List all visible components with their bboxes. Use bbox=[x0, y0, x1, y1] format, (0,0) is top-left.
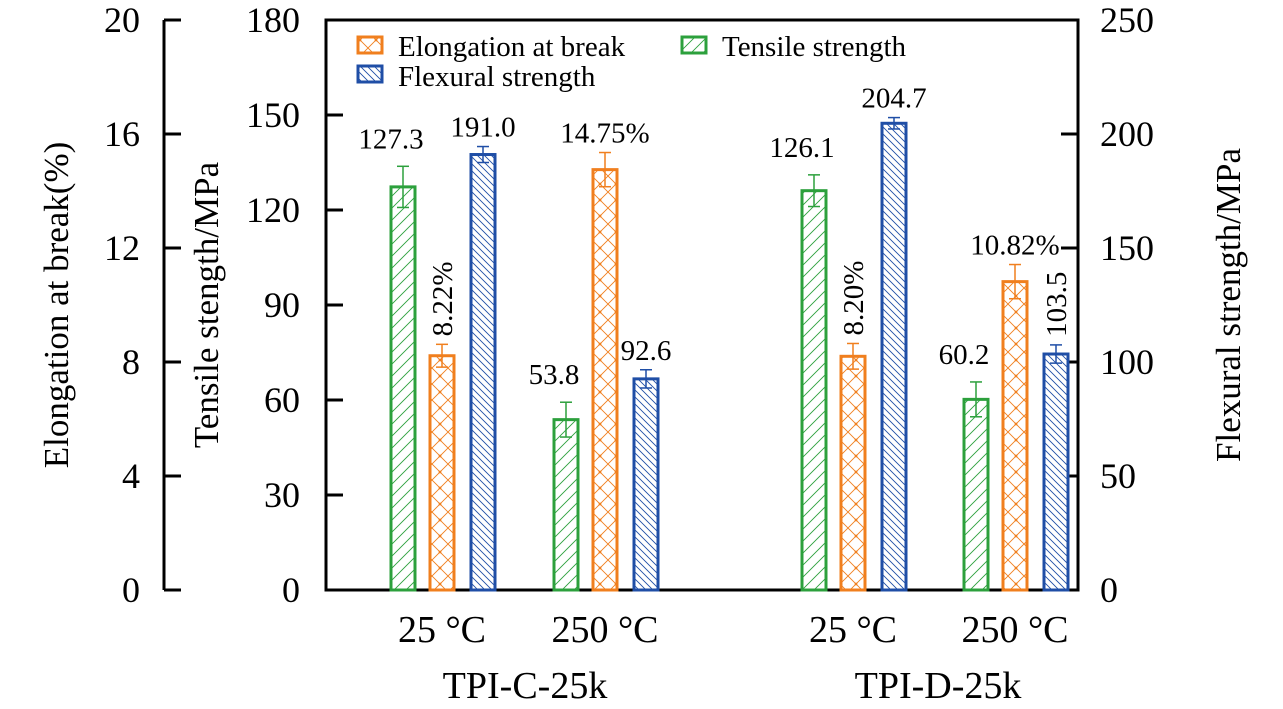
tick-label: 16 bbox=[104, 114, 140, 154]
category-label-d-25: 25 °C bbox=[809, 609, 897, 651]
tick-label: 200 bbox=[1100, 114, 1154, 154]
tick-label: 0 bbox=[282, 570, 300, 610]
legend-swatch-flexural bbox=[356, 64, 384, 84]
legend: Elongation at break Tensile strength Fle… bbox=[356, 31, 907, 93]
data-label: 127.3 bbox=[358, 123, 423, 155]
category-label-c-250: 250 °C bbox=[551, 609, 658, 651]
tick-label: 20 bbox=[104, 0, 140, 40]
tensile-axis-label: Tensile stength/MPa bbox=[187, 161, 226, 448]
bar-elongation-at-break: 8.22% bbox=[427, 261, 459, 592]
tick-label: 50 bbox=[1100, 456, 1136, 496]
bar-rect bbox=[552, 418, 580, 592]
bar-rect bbox=[469, 153, 497, 592]
legend-label-elongation: Elongation at break bbox=[398, 31, 626, 63]
tick-label: 250 bbox=[1100, 0, 1154, 40]
data-label: 60.2 bbox=[939, 339, 990, 371]
bar-elongation-at-break: 8.20% bbox=[838, 261, 870, 592]
data-label: 126.1 bbox=[769, 132, 834, 164]
category-label-d-250: 250 °C bbox=[961, 609, 1068, 651]
data-label: 103.5 bbox=[1041, 272, 1073, 337]
data-label: 8.20% bbox=[838, 261, 870, 336]
bar-rect bbox=[632, 377, 660, 592]
legend-swatch-elongation bbox=[356, 35, 384, 55]
tick-label: 120 bbox=[246, 190, 300, 230]
tick-label: 0 bbox=[1100, 570, 1118, 610]
data-label: 53.8 bbox=[529, 359, 580, 391]
tick-label: 150 bbox=[246, 95, 300, 135]
tick-label: 8 bbox=[122, 342, 140, 382]
bar-flexural-strength: 191.0 bbox=[450, 112, 516, 592]
bar-elongation-at-break: 14.75% bbox=[560, 118, 650, 592]
group-label-tpi-d: TPI-D-25k bbox=[855, 665, 1022, 707]
bar-rect bbox=[839, 354, 867, 592]
tick-label: 0 bbox=[122, 570, 140, 610]
bar-tensile-strength: 53.8 bbox=[529, 359, 580, 592]
data-label: 204.7 bbox=[861, 83, 926, 115]
bar-tensile-strength: 126.1 bbox=[769, 132, 835, 592]
tick-label: 12 bbox=[104, 228, 140, 268]
tick-label: 150 bbox=[1100, 228, 1154, 268]
bar-tensile-strength: 127.3 bbox=[358, 123, 424, 592]
bar-rect bbox=[591, 168, 619, 592]
data-label: 8.22% bbox=[427, 261, 459, 336]
tick-label: 100 bbox=[1100, 342, 1154, 382]
elongation-axis-label: Elongation at break(%) bbox=[37, 142, 76, 469]
elongation-axis: 0 4 8 12 16 20 bbox=[104, 0, 181, 610]
tensile-axis: 0 30 60 90 120 150 180 bbox=[246, 0, 343, 610]
tick-label: 60 bbox=[264, 380, 300, 420]
tick-label: 180 bbox=[246, 0, 300, 40]
bar-flexural-strength: 103.5 bbox=[1041, 272, 1073, 592]
category-label-c-25: 25 °C bbox=[398, 609, 486, 651]
flexural-axis: 0 50 100 150 200 250 bbox=[1061, 0, 1154, 610]
flexural-axis-label: Flexural strength/MPa bbox=[1209, 148, 1248, 462]
data-label: 191.0 bbox=[450, 112, 515, 144]
legend-label-flexural: Flexural strength bbox=[398, 61, 596, 93]
bar-flexural-strength: 92.6 bbox=[621, 335, 672, 592]
data-label: 92.6 bbox=[621, 335, 672, 367]
legend-label-tensile: Tensile strength bbox=[722, 31, 907, 63]
bar-rect bbox=[800, 189, 828, 592]
group-label-tpi-c: TPI-C-25k bbox=[443, 665, 608, 707]
data-label: 10.82% bbox=[970, 230, 1059, 262]
bar-rect bbox=[1001, 280, 1029, 592]
tick-label: 4 bbox=[122, 456, 140, 496]
bar-elongation-at-break: 10.82% bbox=[970, 230, 1060, 592]
bar-rect bbox=[428, 354, 456, 592]
bar-tensile-strength: 60.2 bbox=[939, 339, 990, 592]
bar-rect bbox=[880, 121, 908, 592]
bar-rect bbox=[962, 397, 990, 592]
data-label: 14.75% bbox=[560, 118, 649, 150]
bars: 127.3 53.8 126.1 60.2 8.22% 14.75% 8.20% 10.82%… bbox=[358, 83, 1073, 592]
tick-label: 30 bbox=[264, 475, 300, 515]
tick-label: 90 bbox=[264, 285, 300, 325]
bar-rect bbox=[1042, 352, 1070, 592]
bar-rect bbox=[389, 185, 417, 592]
bar-flexural-strength: 204.7 bbox=[861, 83, 927, 592]
legend-swatch-tensile bbox=[680, 35, 708, 55]
